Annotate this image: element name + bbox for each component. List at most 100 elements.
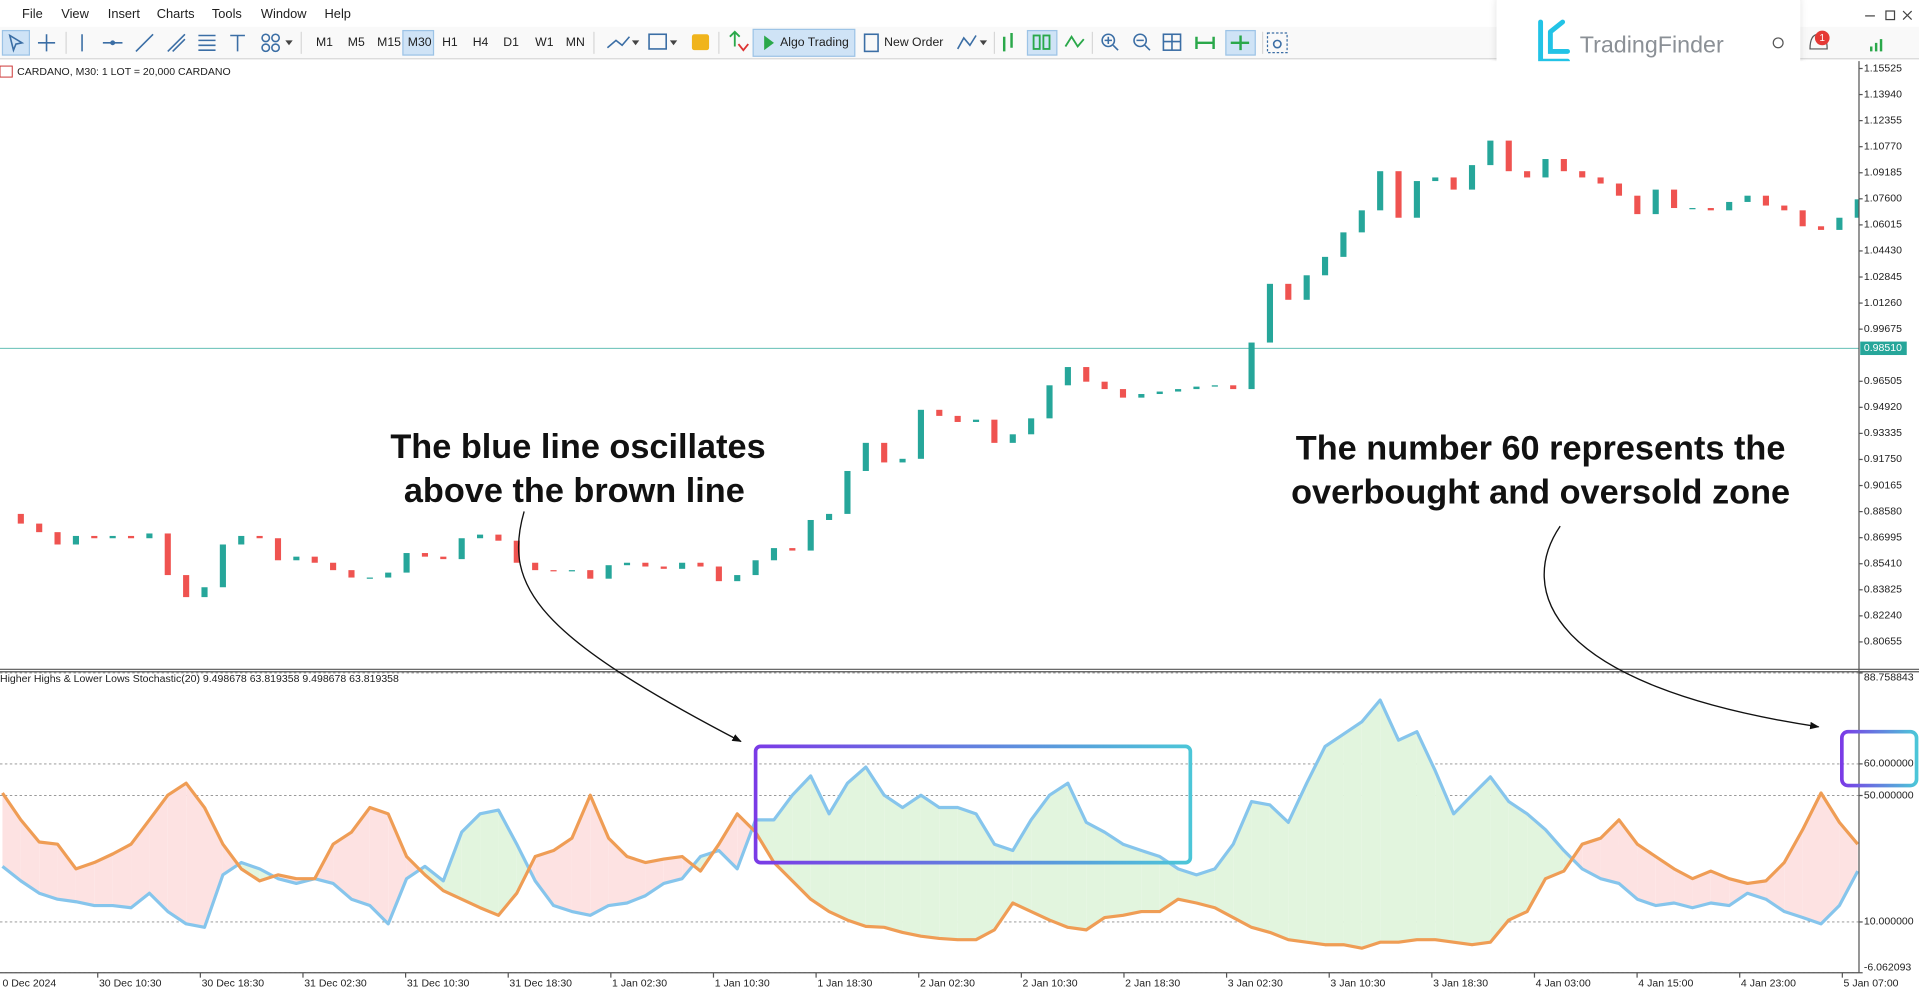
candle [1634, 195, 1641, 215]
candle [936, 409, 943, 416]
candle [127, 535, 135, 539]
fill-area [1765, 862, 1785, 912]
fill-area [112, 844, 132, 908]
candle [1156, 391, 1163, 395]
candle [293, 556, 300, 561]
timeframe-button[interactable]: M30 [408, 35, 432, 49]
menu-item[interactable]: File [22, 6, 43, 21]
menu-item[interactable]: View [61, 6, 89, 21]
x-tick-label: 2 Jan 18:30 [1125, 978, 1180, 990]
fill-area [94, 853, 113, 906]
fill-area [131, 819, 150, 908]
menu-item[interactable]: Tools [212, 6, 242, 21]
menu-item[interactable]: Window [261, 6, 307, 21]
y-tick-label: 1.02845 [1864, 271, 1902, 283]
x-tick-label: 3 Jan 10:30 [1330, 978, 1385, 990]
fill-area [1802, 792, 1822, 924]
fill-area [829, 783, 848, 921]
fill-area [1508, 801, 1528, 921]
timeframe-button[interactable]: M15 [377, 35, 401, 49]
candle [1175, 389, 1182, 392]
annotation-text: The number 60 represents the [1296, 429, 1786, 467]
fill-area [1472, 776, 1491, 945]
candle [91, 535, 98, 539]
timeframe-button[interactable]: MN [566, 35, 585, 49]
fill-area [920, 795, 940, 939]
candle [862, 442, 869, 471]
candle [1009, 434, 1016, 443]
menu-item[interactable]: Help [325, 6, 351, 21]
fill-area [1251, 801, 1270, 933]
fill-area [1067, 783, 1087, 930]
fill-area [1141, 850, 1160, 912]
y-tick-label: 1.04430 [1864, 245, 1902, 257]
candle [403, 553, 410, 573]
algo-trading-button[interactable]: Algo Trading [780, 35, 849, 49]
fill-area [1784, 829, 1803, 918]
candle [72, 535, 79, 545]
logo-text: TradingFinder [1580, 32, 1724, 58]
y-tick-label: 0.86995 [1864, 531, 1902, 543]
timeframe-button[interactable]: M5 [348, 35, 365, 49]
indicator-line [1, 781, 1859, 950]
x-tick-label: 31 Dec 02:30 [304, 978, 367, 990]
current-price-box [1860, 341, 1907, 356]
fill-area [351, 807, 370, 906]
window-controls[interactable] [1865, 10, 1913, 21]
axes: 1.15525 1.13940 1.12355 1.10770 1.09185 1.076… [0, 61, 1919, 990]
notifications[interactable]: 1 [1772, 30, 1883, 52]
timeframe-button[interactable]: M1 [316, 35, 333, 49]
fill-area [865, 767, 885, 928]
candle [1266, 283, 1274, 343]
x-tick-label: 3 Jan 02:30 [1228, 978, 1283, 990]
candle [550, 570, 557, 572]
timeframe-button[interactable]: H4 [473, 35, 489, 49]
fill-area [1049, 783, 1068, 928]
timeframe-button[interactable]: H1 [442, 35, 458, 49]
candle [532, 562, 539, 571]
y-tick-label: 50.000000 [1864, 789, 1914, 801]
candle [1413, 181, 1420, 218]
candle [476, 534, 484, 539]
candle [440, 556, 447, 560]
fill-area [1710, 871, 1730, 906]
fill-area [333, 832, 352, 900]
candle [219, 544, 226, 588]
candle [183, 575, 190, 598]
y-tick-label: 60.000000 [1864, 758, 1914, 770]
menu-item[interactable]: Insert [108, 6, 141, 21]
candle [972, 419, 980, 422]
toolbar-icons[interactable] [1, 28, 1288, 57]
candle [1652, 189, 1659, 215]
candle [1854, 199, 1859, 218]
new-order-button[interactable]: New Order [884, 35, 943, 49]
fill-area [535, 850, 554, 906]
menu-item[interactable]: Charts [157, 6, 195, 21]
fill-area [939, 807, 958, 940]
fill-area [167, 783, 187, 924]
fill-area [1527, 813, 1546, 912]
timeframe-button[interactable]: W1 [535, 35, 554, 49]
y-tick-label: 10.000000 [1864, 916, 1914, 928]
candle [274, 538, 282, 561]
candle [1542, 159, 1549, 178]
fill-area [369, 807, 389, 924]
candle [1340, 232, 1347, 257]
timeframe-button[interactable]: D1 [503, 35, 519, 49]
notification-badge: 1 [1820, 33, 1825, 44]
candle [991, 419, 998, 443]
candle [568, 570, 575, 572]
fill-area [1637, 844, 1656, 906]
fill-area [1233, 801, 1252, 928]
candle [587, 570, 594, 579]
candle [697, 562, 704, 567]
annotation-text: overbought and oversold zone [1291, 473, 1790, 511]
candle [1303, 275, 1310, 300]
fill-area [186, 783, 205, 928]
fill-area [1196, 868, 1215, 908]
candle [826, 513, 833, 520]
fill-area [1178, 868, 1197, 904]
candle [1358, 210, 1365, 233]
